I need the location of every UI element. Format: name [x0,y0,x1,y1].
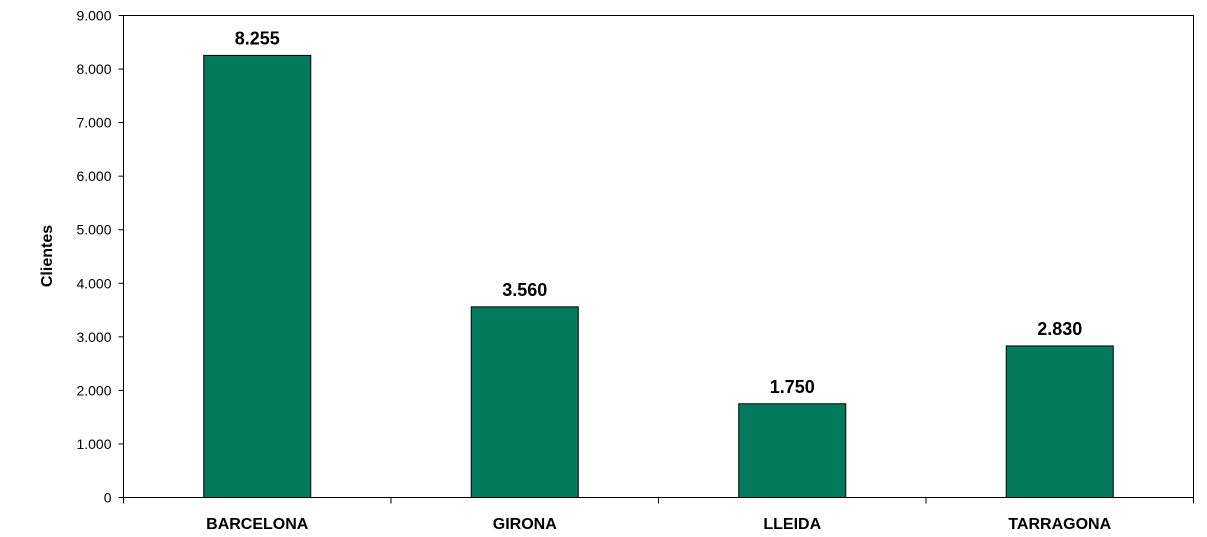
y-tick-label: 1.000 [76,436,111,452]
y-tick-label: 6.000 [76,168,111,184]
x-tick-label: GIRONA [493,516,557,533]
y-tick-label: 2.000 [76,382,111,398]
data-label: 8.255 [235,28,280,48]
bars [203,54,1114,498]
y-tick-label: 8.000 [76,61,111,77]
y-tick-label: 3.000 [76,329,111,345]
x-tick-label: LLEIDA [763,516,821,533]
bar-tarragona [1005,345,1114,498]
data-label: 1.750 [770,377,815,397]
x-tick-label: BARCELONA [206,516,309,533]
data-labels: 8.255 3.560 1.750 2.830 [235,28,1083,396]
y-axis-title: Clientes [39,225,56,287]
bar-barcelona [203,54,312,498]
y-tick-label: 4.000 [76,275,111,291]
y-axis-ticks: 0 1.000 2.000 3.000 4.000 5.000 6.000 7.000 8.00… [76,8,124,506]
y-tick-label: 0 [104,490,112,506]
bar-girona [470,306,579,498]
x-axis-ticks: BARCELONA GIRONA LLEIDA TARRAGONA [123,497,1194,533]
y-tick-label: 7.000 [76,115,111,131]
y-tick-label: 9.000 [76,8,111,24]
bar-lleida [738,403,847,498]
x-tick-label: TARRAGONA [1008,516,1111,533]
data-label: 2.830 [1037,319,1082,339]
y-tick-label: 5.000 [76,222,111,238]
data-label: 3.560 [502,280,547,300]
